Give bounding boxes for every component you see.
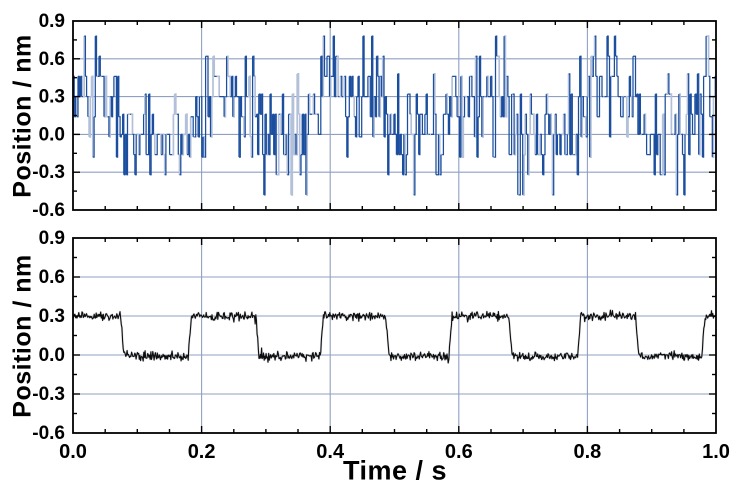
y-tick-label: -0.6 (32, 423, 65, 444)
y-tick-label: 0.3 (39, 87, 65, 108)
x-axis-title: Time / s (342, 455, 448, 486)
y-tick-label: 0.6 (39, 49, 65, 70)
x-tick-label: 0.6 (445, 441, 473, 463)
x-tick-label: 0.8 (573, 441, 601, 463)
y-tick-label: 0.9 (39, 11, 65, 32)
x-tick-label: 0.4 (316, 441, 345, 463)
top-series-path (73, 35, 716, 196)
y-tick-label: 0.0 (39, 345, 65, 366)
bottom-y-axis-title: Position / nm (8, 254, 37, 418)
plot-border (72, 237, 717, 434)
y-tick-label: 0.3 (39, 306, 65, 327)
top-y-axis-title: Position / nm (8, 34, 37, 198)
x-tick-label: 1.0 (702, 441, 730, 463)
y-tick-label: -0.3 (32, 162, 65, 183)
y-tick-label: -0.6 (32, 200, 65, 221)
bottom-series-path (72, 309, 717, 364)
x-tick-label: 0.2 (188, 441, 216, 463)
y-tick-label: 0.0 (39, 124, 65, 145)
y-tick-label: -0.3 (32, 384, 65, 405)
x-tick-label: 0.0 (59, 441, 87, 463)
y-tick-label: 0.6 (39, 267, 65, 288)
y-tick-label: 0.9 (39, 228, 65, 249)
